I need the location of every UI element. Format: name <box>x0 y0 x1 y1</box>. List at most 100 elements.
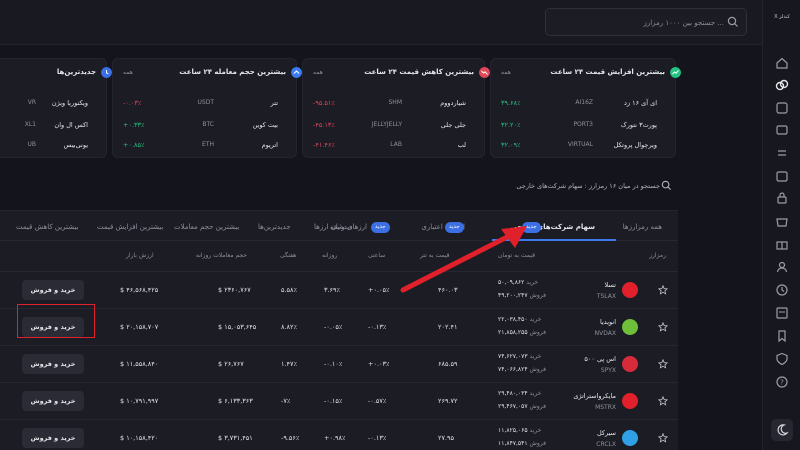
coin-symbol: CRCLX <box>596 441 616 448</box>
card-row[interactable]: اتریوم ETH +۰.۸۵٪ <box>123 141 278 149</box>
trend-down-icon <box>479 67 490 78</box>
col-price-toman[interactable]: قیمت به تومان <box>498 252 535 259</box>
buy-price: ۲۹,۴۸۰,۰۳۴ خرید <box>498 390 542 397</box>
logo: X کندلز <box>774 14 790 20</box>
daily-volume: $ ۲۶,۷۶۷ <box>218 360 244 368</box>
hourly-change: +۰.۰۳٪ <box>368 360 390 368</box>
card-top-volume: بیشترین حجم معامله ۲۴ ساعت همه تتر USDT -۰… <box>112 58 302 158</box>
shield-icon[interactable] <box>774 351 790 367</box>
sidebar: X کندلز ? <box>762 0 800 450</box>
card-row[interactable]: ای آی ۱۶ زد AI16Z ۳۹.۶۸٪ <box>501 99 657 107</box>
view-all-link[interactable]: همه <box>501 69 511 76</box>
bookmark-icon[interactable] <box>774 328 790 344</box>
table-row[interactable]: مایکرواستراتژی MSTRX ۲۹,۴۸۰,۰۳۴ خرید ۲۹,۴۶۷… <box>0 384 678 420</box>
coins-icon[interactable] <box>774 77 790 93</box>
trade-button[interactable]: خرید و فروش <box>22 317 84 337</box>
tab-credit-tokens[interactable]: ارزهای اعتباری <box>421 223 465 231</box>
coin-logo-icon <box>622 356 638 372</box>
trade-button[interactable]: خرید و فروش <box>22 391 84 411</box>
tab-newest[interactable]: جدیدترین‌ها <box>258 223 291 231</box>
card-row[interactable]: ویرچوال پروتکل VIRTUAL ۳۲.۰۹٪ <box>501 141 657 149</box>
sell-price: ۴۹,۲۰۰,۲۴۷ فروش <box>498 292 546 299</box>
chart-icon[interactable] <box>774 100 790 116</box>
price-usdt: ۲۶۹.۷۲ <box>438 397 458 405</box>
exchange-icon[interactable] <box>774 145 790 161</box>
col-price-usdt[interactable]: قیمت به تتر <box>420 252 450 259</box>
theme-toggle-button[interactable] <box>771 419 793 441</box>
card-row[interactable]: بیت کوین BTC +۰.۳۳٪ <box>123 121 278 129</box>
card-row[interactable]: ویکتوریا ویژن VR <box>27 99 88 107</box>
table-row[interactable]: انویدیا NVDAX ۲۲,۰۳۸,۴۵۰ خرید ۲۱,۸۵۸,۲۵۵ فر… <box>0 310 678 346</box>
view-all-link[interactable]: همه <box>313 69 323 76</box>
card-title: بیشترین افزایش قیمت ۲۴ ساعت <box>550 68 665 76</box>
coin-symbol: NVDAX <box>594 330 616 337</box>
price-usdt: ۴۶۰.۰۳ <box>438 286 458 294</box>
calendar-icon[interactable] <box>774 168 790 184</box>
new-badge: جدید <box>522 222 541 233</box>
tab-all-coins[interactable]: همه رمزارزها <box>622 223 662 231</box>
news-icon[interactable] <box>774 305 790 321</box>
global-search-input[interactable] <box>554 15 724 30</box>
view-all-link[interactable]: همه <box>123 69 133 76</box>
table-row[interactable]: تسلا TSLAX ۵۰,۰۹,۸۶۲ خرید ۴۹,۲۰۰,۲۴۷ فروش ۴۶… <box>0 273 678 309</box>
weekly-change: -۷٪ <box>281 397 291 405</box>
tab-top-volume[interactable]: بیشترین حجم معاملات <box>174 223 240 231</box>
market-cap: $ ۴۶,۵۶۸,۴۲۵ <box>120 286 159 294</box>
tab-collateral-tokens[interactable]: ارزهای وثیقه <box>330 223 367 231</box>
lock-icon[interactable] <box>774 190 790 206</box>
sell-price: ۷۴,۰۶۶,۸۲۴ فروش <box>498 366 546 373</box>
star-icon[interactable] <box>658 285 668 295</box>
search-icon <box>727 16 738 27</box>
annotation-arrow <box>400 226 527 293</box>
star-icon[interactable] <box>658 359 668 369</box>
star-icon[interactable] <box>658 433 668 443</box>
support-icon[interactable]: ? <box>774 374 790 390</box>
daily-volume: $ ۳,۷۳۱,۴۵۱ <box>218 434 253 442</box>
card-title: بیشترین حجم معامله ۲۴ ساعت <box>179 68 286 76</box>
shop-icon[interactable] <box>774 213 790 229</box>
table-row[interactable]: سیرکل CRCLX ۱۱,۸۲۵,۰۶۵ خرید ۱۱,۸۴۷,۵۴۱ فروش… <box>0 421 678 450</box>
list-search[interactable] <box>0 176 678 196</box>
col-market-cap[interactable]: ارزش بازار <box>126 252 154 259</box>
card-row[interactable]: شیاردووم SHM -۹۵.۵۱٪ <box>313 99 466 107</box>
star-icon[interactable] <box>658 396 668 406</box>
col-hourly[interactable]: ساعتی <box>368 252 386 259</box>
card-row[interactable]: لب LAB -۴۱.۴۶٪ <box>313 141 466 149</box>
coin-logo-icon <box>622 430 638 446</box>
card-row[interactable]: پورت۳ نتورک PORT3 ۳۲.۲۰٪ <box>501 121 657 129</box>
trade-button[interactable]: خرید و فروش <box>22 428 84 448</box>
col-volume[interactable]: حجم معاملات روزانه <box>196 252 248 259</box>
global-search[interactable] <box>545 8 747 36</box>
wallet-icon[interactable] <box>774 122 790 138</box>
hourly-change: -۰.۵۷٪ <box>368 397 387 405</box>
col-weekly[interactable]: هفتگی <box>280 252 297 259</box>
coin-name: سیرکل <box>596 429 616 437</box>
buy-price: ۷۴,۶۲۷,۰۷۳ خرید <box>498 353 542 360</box>
coin-symbol: SPYX <box>600 367 616 374</box>
trade-button[interactable]: خرید و فروش <box>22 280 84 300</box>
home-icon[interactable] <box>774 55 790 71</box>
tab-top-gainers[interactable]: بیشترین افزایش قیمت <box>97 223 164 231</box>
tab-top-losers[interactable]: بیشترین کاهش قیمت <box>16 223 79 231</box>
card-row[interactable]: تتر USDT -۰.۰۳٪ <box>123 99 278 107</box>
card-row[interactable]: یونی‌بیس UB <box>27 141 88 149</box>
market-cap: $ ۲۰,۱۵۸,۷۰۷ <box>120 323 159 331</box>
star-icon[interactable] <box>658 322 668 332</box>
moon-icon <box>777 424 789 436</box>
clock-icon[interactable] <box>774 282 790 298</box>
card-row[interactable]: اکس ال وان XL1 <box>24 121 88 129</box>
trade-button[interactable]: خرید و فروش <box>22 354 84 374</box>
buy-price: ۲۲,۰۳۸,۴۵۰ خرید <box>498 316 542 323</box>
users-icon[interactable] <box>774 259 790 275</box>
card-row[interactable]: جلی جلی JELLYJELLY -۴۵.۱۳٪ <box>313 121 466 129</box>
market-cap: $ ۱۰,۷۹۱,۹۹۷ <box>120 397 159 405</box>
search-icon <box>661 180 672 191</box>
tab-watchlist[interactable]: دیده‌بان ارزها <box>314 223 353 231</box>
col-daily[interactable]: روزانه <box>322 252 338 259</box>
list-search-input[interactable] <box>260 179 660 193</box>
col-coin[interactable]: رمزارز <box>649 252 666 259</box>
tab-foreign-stocks[interactable]: سهام شرکت‌های خارجی <box>510 223 595 231</box>
card-top-losers: بیشترین کاهش قیمت ۲۴ ساعت همه شیاردووم SH… <box>302 58 490 158</box>
table-row[interactable]: اس پی ۵۰۰ SPYX ۷۴,۶۲۷,۰۷۳ خرید ۷۴,۰۶۶,۸۲۴ ف… <box>0 347 678 383</box>
gift-icon[interactable] <box>774 236 790 252</box>
